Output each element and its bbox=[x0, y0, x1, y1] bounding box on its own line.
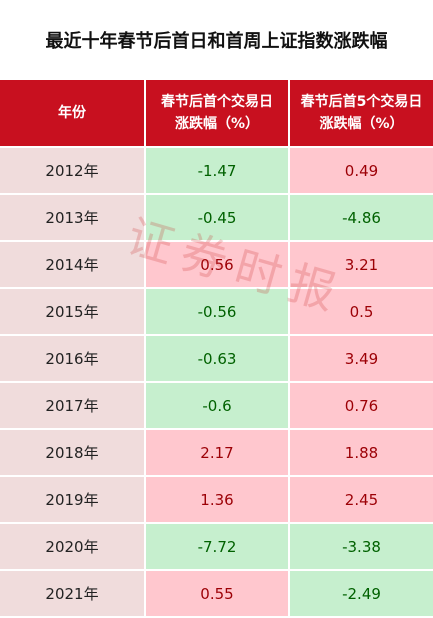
table-row: 2016年 -0.63 3.49 bbox=[0, 335, 433, 383]
first-week-change-cell: 1.88 bbox=[289, 429, 433, 477]
year-cell: 2013年 bbox=[0, 194, 146, 242]
table-row: 2015年 -0.56 0.5 bbox=[0, 288, 433, 336]
first-week-change-cell: 2.45 bbox=[289, 476, 433, 524]
table-row: 2019年 1.36 2.45 bbox=[0, 476, 433, 524]
first-day-change-cell: -0.63 bbox=[145, 335, 290, 383]
first-day-change-cell: -7.72 bbox=[145, 523, 290, 571]
table-row: 2017年 -0.6 0.76 bbox=[0, 382, 433, 430]
year-cell: 2017年 bbox=[0, 382, 146, 430]
first-day-change-cell: -1.47 bbox=[145, 147, 290, 195]
year-cell: 2019年 bbox=[0, 476, 146, 524]
first-day-change-cell: -0.6 bbox=[145, 382, 290, 430]
year-cell: 2020年 bbox=[0, 523, 146, 571]
table-row: 2020年 -7.72 -3.38 bbox=[0, 523, 433, 571]
year-cell: 2015年 bbox=[0, 288, 146, 336]
table-row: 2014年 0.56 3.21 bbox=[0, 241, 433, 289]
year-cell: 2018年 bbox=[0, 429, 146, 477]
first-week-change-cell: 0.5 bbox=[289, 288, 433, 336]
header-label-line: 年份 bbox=[58, 105, 86, 121]
first-day-change-cell: -0.45 bbox=[145, 194, 290, 242]
first-week-change-cell: 0.76 bbox=[289, 382, 433, 430]
year-cell: 2014年 bbox=[0, 241, 146, 289]
table-row: 2018年 2.17 1.88 bbox=[0, 429, 433, 477]
first-week-change-cell: -2.49 bbox=[289, 570, 433, 618]
header-label-line: 春节后首个交易日 bbox=[161, 94, 273, 110]
table-row: 2021年 0.55 -2.49 bbox=[0, 570, 433, 618]
first-week-change-cell: -4.86 bbox=[289, 194, 433, 242]
table-row: 2012年 -1.47 0.49 bbox=[0, 147, 433, 195]
index-change-table: 年份 春节后首个交易日 涨跌幅（%） 春节后首5个交易日 涨跌幅（%） 2012年 -… bbox=[0, 80, 433, 618]
table-header-row: 年份 春节后首个交易日 涨跌幅（%） 春节后首5个交易日 涨跌幅（%） bbox=[0, 80, 433, 148]
header-label-line: 涨跌幅（%） bbox=[319, 116, 404, 132]
header-first-day: 春节后首个交易日 涨跌幅（%） bbox=[145, 80, 290, 148]
first-week-change-cell: 3.21 bbox=[289, 241, 433, 289]
first-week-change-cell: 0.49 bbox=[289, 147, 433, 195]
first-day-change-cell: 1.36 bbox=[145, 476, 290, 524]
header-first-week: 春节后首5个交易日 涨跌幅（%） bbox=[289, 80, 433, 148]
page-title: 最近十年春节后首日和首周上证指数涨跌幅 bbox=[45, 31, 388, 52]
year-cell: 2012年 bbox=[0, 147, 146, 195]
first-day-change-cell: 0.55 bbox=[145, 570, 290, 618]
first-day-change-cell: -0.56 bbox=[145, 288, 290, 336]
first-week-change-cell: -3.38 bbox=[289, 523, 433, 571]
year-cell: 2021年 bbox=[0, 570, 146, 618]
first-week-change-cell: 3.49 bbox=[289, 335, 433, 383]
header-label-line: 春节后首5个交易日 bbox=[300, 94, 423, 110]
year-cell: 2016年 bbox=[0, 335, 146, 383]
header-year: 年份 bbox=[0, 80, 146, 148]
header-label-line: 涨跌幅（%） bbox=[174, 116, 260, 132]
first-day-change-cell: 0.56 bbox=[145, 241, 290, 289]
table-row: 2013年 -0.45 -4.86 bbox=[0, 194, 433, 242]
first-day-change-cell: 2.17 bbox=[145, 429, 290, 477]
